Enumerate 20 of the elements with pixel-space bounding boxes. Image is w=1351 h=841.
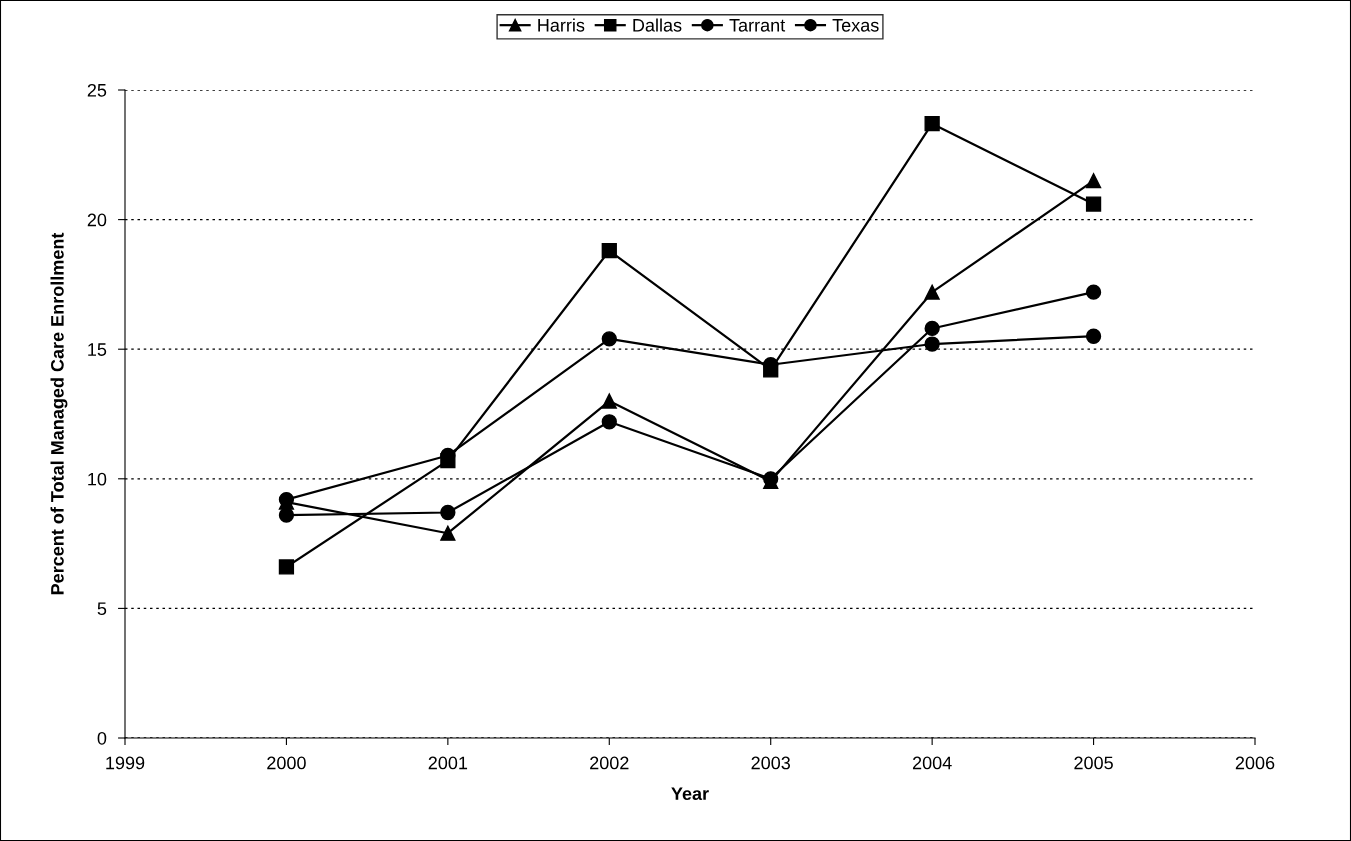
- y-tick-label: 15: [88, 343, 107, 356]
- y-tick-label: 0: [97, 731, 107, 745]
- legend-label: Dallas: [633, 18, 682, 32]
- x-tick-label: 2001: [428, 756, 468, 770]
- legend-label: Tarrant: [729, 19, 786, 32]
- x-tick-label: 2000: [267, 756, 306, 770]
- x-tick-label: 2005: [1074, 756, 1113, 770]
- x-tick-label: 1999: [106, 756, 145, 770]
- x-tick-label: 2002: [590, 756, 629, 770]
- x-tick-label: 2004: [912, 756, 952, 770]
- y-tick-label: 10: [88, 472, 107, 486]
- x-tick-label: 2006: [1235, 756, 1275, 770]
- legend-label: Harris: [538, 18, 585, 32]
- y-tick-label: 5: [97, 602, 107, 616]
- x-tick-label: 2003: [751, 756, 791, 770]
- y-tick-label: 25: [87, 83, 107, 97]
- y-axis-title: Percent of Total Managed Care Enrollment: [50, 232, 68, 595]
- x-axis-title: Year: [671, 787, 709, 801]
- y-tick-label: 20: [87, 213, 107, 227]
- legend-label: Texas: [832, 19, 879, 32]
